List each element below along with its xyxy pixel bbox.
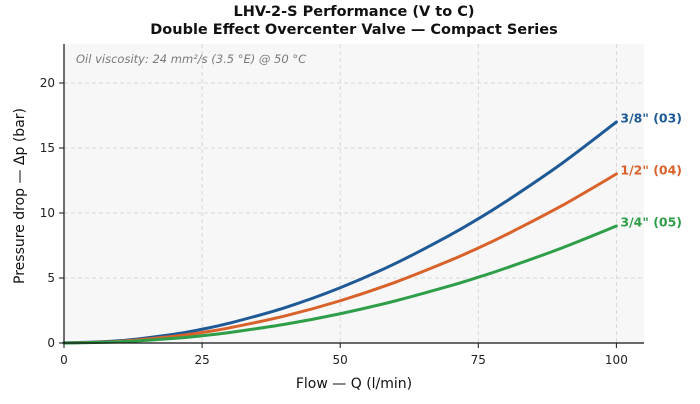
axes [63,44,644,344]
chart-subtitle: Double Effect Overcenter Valve — Compact… [150,22,557,38]
y-tick-label: 5 [47,271,55,285]
y-tick-label: 15 [40,141,55,155]
series-line [62,224,618,345]
x-tick-label: 25 [194,353,209,367]
y-tick-label: 20 [40,76,55,90]
viscosity-note: Oil viscosity: 24 mm²/s (3.5 °E) @ 50 °C [76,52,306,66]
series-label: 3/8" (03) [620,111,682,126]
y-axis-label: Pressure drop — Δp (bar) [12,108,28,284]
series-labels: 3/8" (03) 1/2" (04) 3/4" (05) [620,111,682,230]
y-tick-label: 10 [40,206,55,220]
x-tick-label: 50 [333,353,348,367]
x-tick-label: 75 [471,353,486,367]
series-line [62,120,618,345]
series-label: 1/2" (04) [620,163,682,178]
x-tick-label: 100 [605,353,628,367]
series-label: 3/4" (05) [620,215,682,230]
x-tick-label: 0 [60,353,68,367]
ticks: 0 25 50 75 100 0 5 10 15 20 [40,76,628,367]
series-layer [62,120,618,345]
x-axis-label: Flow — Q (l/min) [296,376,412,392]
plot-background [64,44,644,343]
y-tick-label: 0 [47,336,55,350]
series-line [62,172,618,345]
chart-title: LHV-2-S Performance (V to C) [234,4,475,20]
